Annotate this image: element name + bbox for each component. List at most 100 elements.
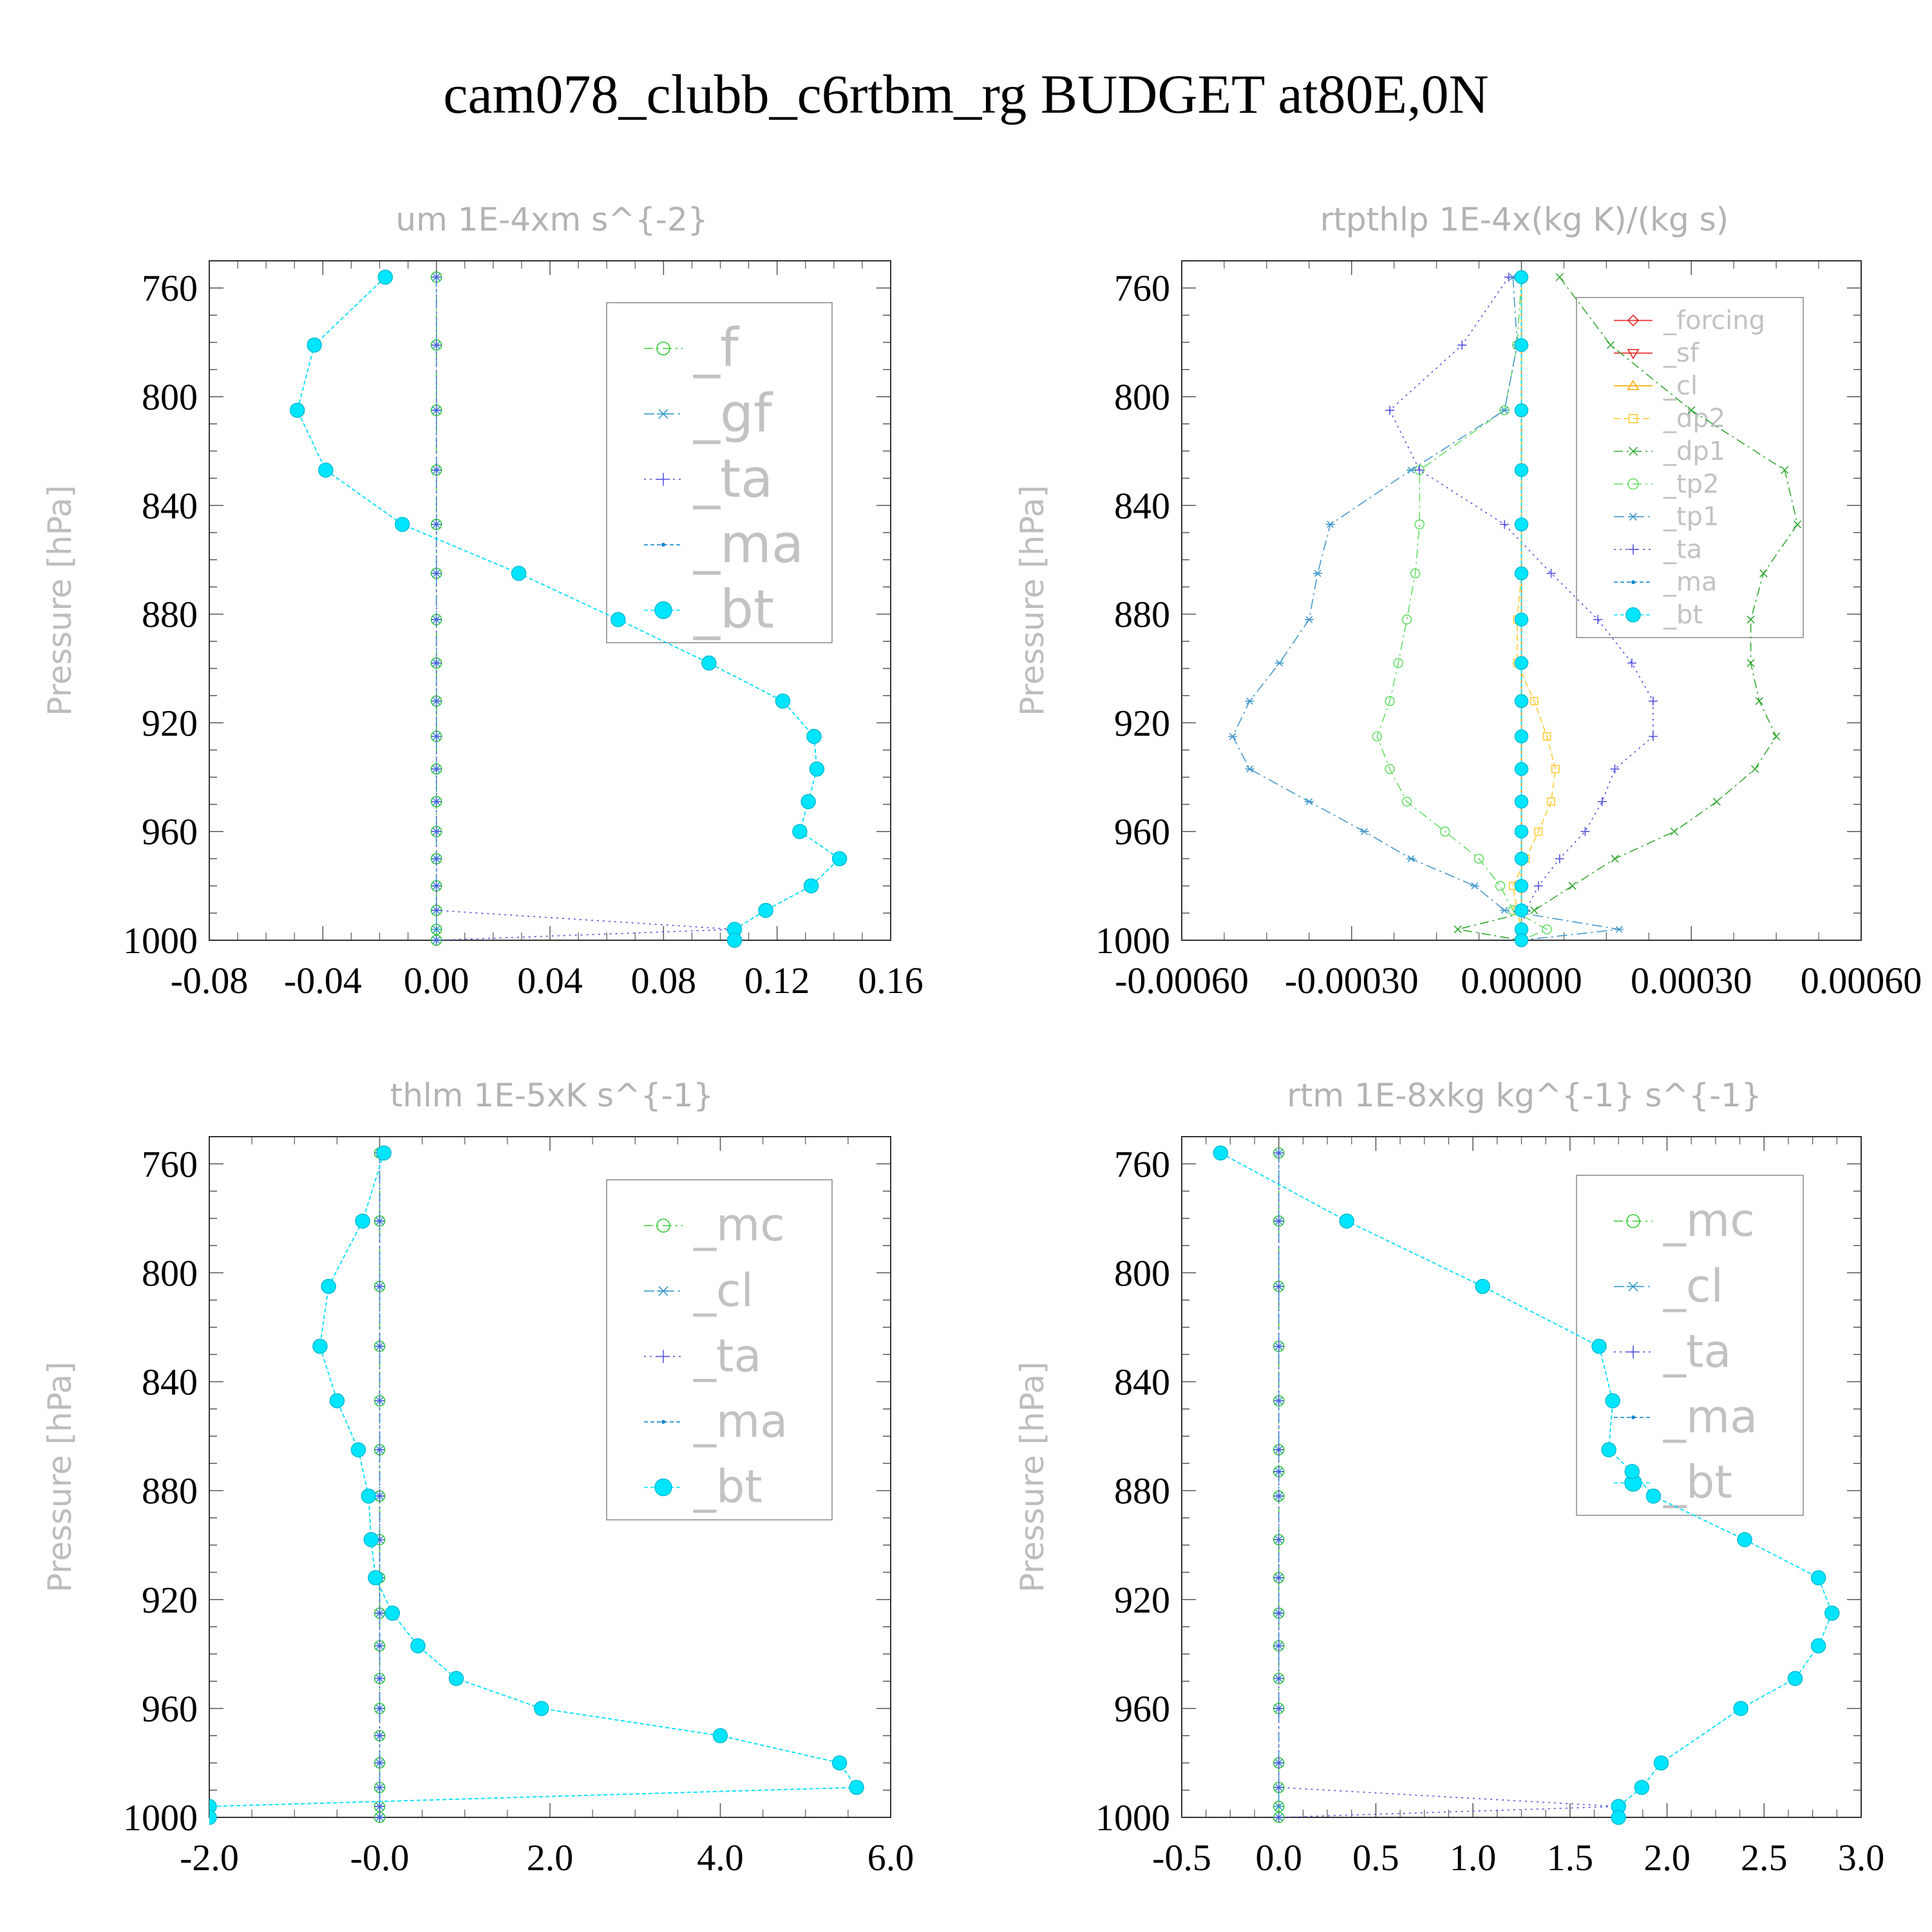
legend-label: _ta [693,448,773,509]
data-point [511,565,527,582]
data-point [374,1640,385,1651]
data-point [1624,1464,1640,1479]
data-point [1273,1673,1284,1684]
data-point [1473,853,1484,864]
data-point [431,658,442,668]
data-point [1514,463,1529,477]
legend-marker [1628,544,1638,555]
data-point [1597,797,1607,806]
x-tick-label: 0.16 [858,960,923,1001]
data-point [1406,855,1416,862]
y-tick-label: 920 [142,1579,198,1621]
plot-frame [1181,1136,1862,1818]
series-group [1213,1145,1840,1825]
legend-label: _ma [1663,567,1717,597]
legend-marker [661,1419,665,1424]
data-point [1530,697,1539,706]
legend-label: _forcing [1663,306,1765,336]
series-line [1220,1152,1833,1817]
data-point [374,1703,385,1714]
data-point [758,902,773,918]
y-axis-label: Pressure [hPa] [1014,485,1051,716]
legend-marker [657,473,670,486]
y-tick-label: 880 [1114,1470,1170,1512]
data-point [1475,1278,1490,1294]
data-point [431,925,442,934]
x-tick-label: 0.5 [1352,1837,1399,1879]
legend-label: _tp2 [1663,469,1719,499]
data-point [701,655,717,671]
y-axis-label: Pressure [hPa] [1014,1361,1051,1593]
data-point [321,1278,336,1294]
data-point [1634,1779,1650,1795]
legend-marker [1631,1415,1635,1419]
legend-marker [1627,348,1640,359]
legend-marker [661,542,665,547]
data-point [1500,520,1510,529]
x-tick-label: -0.08 [171,960,249,1001]
data-point [1385,696,1395,706]
legend-marker [1627,314,1640,327]
data-point [1514,903,1529,918]
legend-label: _ta [1663,1325,1731,1378]
legend-label: _bt [693,580,774,641]
data-point [803,878,819,894]
panel-title-rtm: rtm 1E-8xkg kg^{-1} s^{-1} [1287,1077,1762,1114]
data-point [209,1810,217,1825]
data-point [1514,729,1529,744]
legend-marker [656,341,670,355]
plot-frame [209,260,891,941]
data-point [1514,656,1529,670]
x-tick-label: 0.12 [744,960,810,1001]
data-point [1273,1216,1284,1227]
y-tick-label: 960 [1114,811,1170,853]
data-point [534,1701,549,1716]
legend-marker [1631,580,1635,584]
y-axis-label: Pressure [hPa] [41,485,79,716]
x-tick-label: -0.04 [284,960,362,1001]
data-point [1273,1640,1284,1651]
legend-label: _mc [693,1198,785,1251]
y-tick-label: 1000 [123,1797,198,1839]
y-tick-label: 840 [1114,1361,1170,1403]
panel-title-thlm: thlm 1E-5xK s^{-1} [390,1077,714,1114]
data-point [1542,732,1551,741]
data-point [1245,765,1255,773]
data-point [431,614,442,625]
legend-marker [1625,607,1641,623]
data-point [289,402,305,418]
legend-marker [656,1218,670,1233]
data-point [1406,466,1416,474]
data-point [1793,520,1802,529]
data-point [712,1728,728,1743]
data-point [355,1213,370,1229]
data-point [1514,878,1529,893]
data-point [1733,1701,1748,1716]
data-point [726,933,743,948]
legend-label: _cl [1663,1260,1723,1312]
x-tick-label: 2.5 [1741,1837,1788,1879]
data-point [1810,1638,1826,1654]
data-point [1750,764,1759,773]
legend-label: _dp2 [1663,404,1725,433]
data-point [1759,569,1768,578]
legend-box [1576,1175,1804,1516]
data-point [374,1607,385,1618]
data-point [1457,340,1467,350]
series-group [209,1145,864,1825]
data-point [1372,731,1383,742]
data-point [329,1393,345,1408]
data-point [1542,924,1552,934]
legend-label: _sf [1663,339,1700,368]
y-tick-label: 960 [142,1688,198,1730]
data-point [1772,732,1781,741]
plot-frame [209,1136,891,1818]
data-point [374,1281,385,1292]
legend-marker [654,1478,672,1497]
data-point [374,1757,385,1768]
data-point [1555,854,1564,864]
data-point [1737,1531,1752,1548]
data-point [377,269,393,285]
legend-marker [1627,1282,1640,1292]
